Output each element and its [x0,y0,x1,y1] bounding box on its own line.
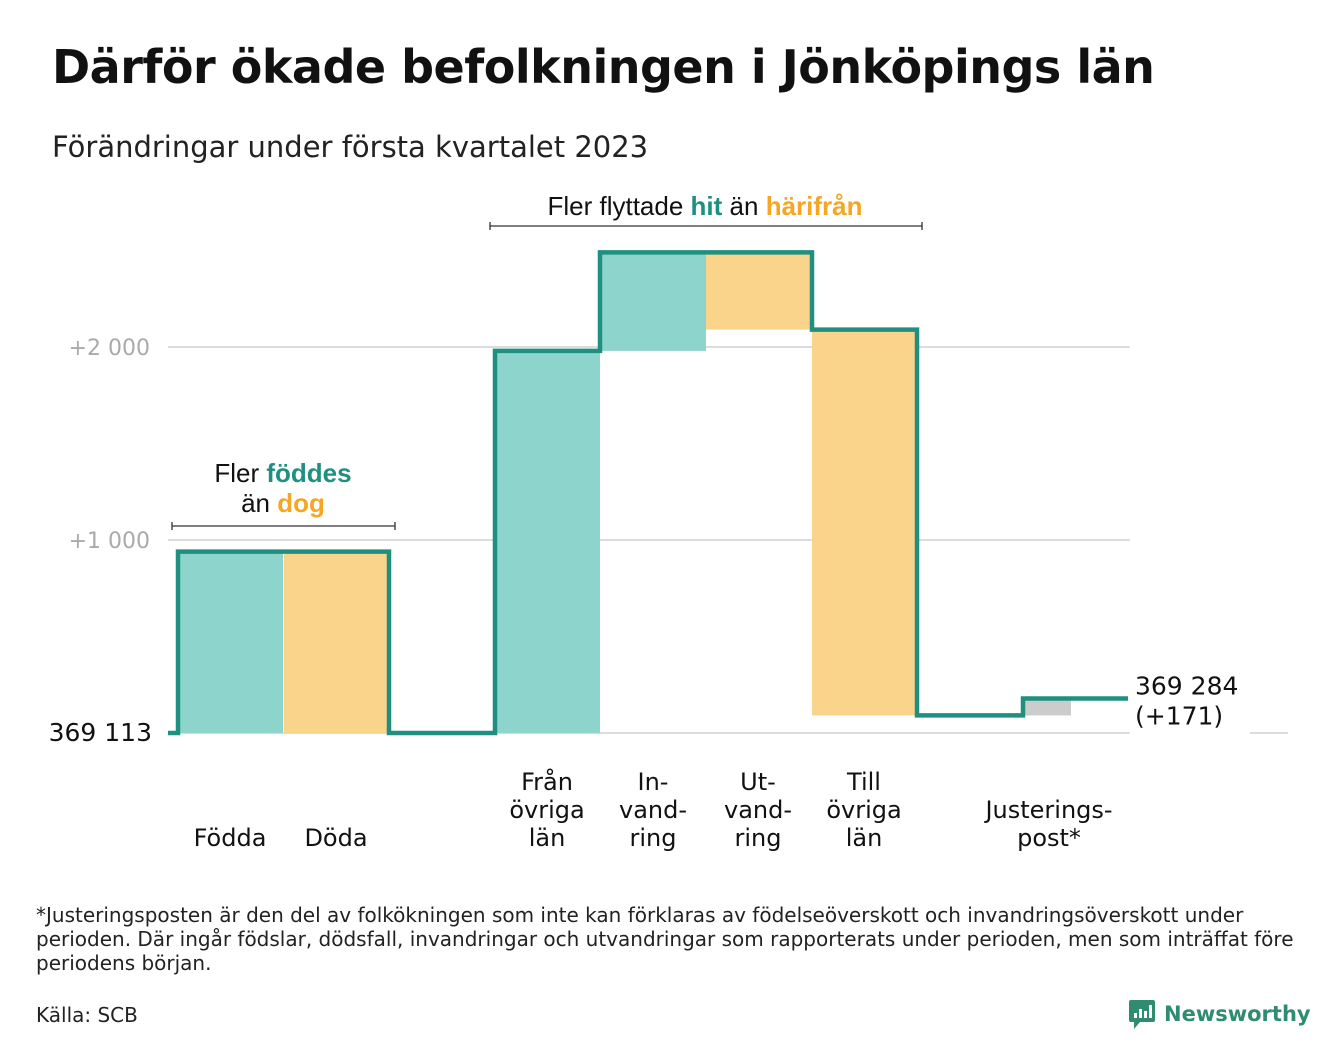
waterfall-bar [1023,698,1071,716]
category-label: Till [846,768,881,796]
cumulative-step-line [168,250,1128,736]
category-label: Födda [194,824,267,852]
births-bracket [171,522,396,530]
chart-title: Därför ökade befolkningen i Jönköpings l… [52,40,1155,94]
source-note: Källa: SCB [36,1003,138,1027]
category-label: län [846,824,883,852]
category-label: Från [521,767,573,796]
category-label: övriga [826,796,901,824]
chart-bubble-icon [1129,1000,1155,1029]
waterfall-chart: +1 000 +2 000 369 113 369 284(+171) Födda Dö… [49,191,1288,852]
category-label: vand- [724,796,792,824]
migration-bracket [489,222,923,230]
waterfall-bar [495,350,600,733]
y-tick-label: +2 000 [69,336,150,361]
births-annotation-line1: Fler föddes [214,458,351,488]
waterfall-bar [178,551,283,733]
chart-subtitle: Förändringar under första kvartalet 2023 [52,130,649,164]
category-label: post* [1017,824,1081,852]
waterfall-bar [284,551,389,733]
footnote: *Justeringsposten är den del av folkökni… [36,903,1294,975]
category-label: ring [735,824,782,852]
waterfall-bar [600,252,706,351]
births-annotation-line2: än dog [241,488,325,518]
brand-name: Newsworthy [1164,1002,1311,1026]
category-label: övriga [509,796,584,824]
category-label: Justerings- [983,796,1112,824]
category-label: län [529,824,566,852]
end-change-label: (+171) [1135,701,1223,730]
brand-logo: Newsworthy [1128,998,1311,1030]
category-label: vand- [619,796,687,824]
migration-annotation: Fler flyttade hit än härifrån [547,191,862,221]
y-tick-label: +1 000 [69,529,150,554]
category-label: Döda [304,824,367,852]
waterfall-bar [812,329,917,716]
end-value-label: 369 284 [1135,671,1238,700]
category-label: ring [630,824,677,852]
category-label: In- [638,768,669,796]
waterfall-bar [706,252,812,330]
start-value-label: 369 113 [49,718,152,747]
category-label: Ut- [740,768,776,796]
